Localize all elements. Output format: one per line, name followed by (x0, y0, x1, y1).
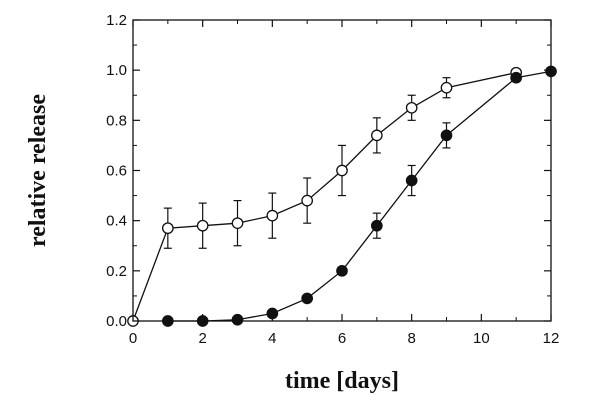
series-line (167, 70, 552, 322)
open-data-point (336, 164, 348, 177)
y-tick-label: 0.0 (106, 313, 127, 330)
filled-data-point (301, 292, 314, 305)
open-data-point (196, 219, 209, 232)
open-data-point (266, 209, 279, 222)
y-tick-label: 1.0 (106, 62, 127, 79)
filled-data-point (266, 307, 279, 320)
series-filled-circles (161, 65, 557, 327)
filled-data-point (510, 71, 523, 84)
filled-data-point (231, 313, 244, 326)
y-tick-label: 0.8 (106, 112, 127, 129)
open-data-point (231, 217, 244, 230)
x-axis-title: time [days] (285, 368, 399, 394)
y-tick-label: 0.4 (106, 213, 127, 230)
series-line (132, 72, 517, 322)
y-tick-label: 0.6 (106, 163, 127, 180)
x-tick-label: 8 (407, 330, 415, 347)
open-data-point (405, 101, 418, 114)
y-axis-title: relative release (25, 94, 51, 247)
filled-data-point (336, 264, 348, 277)
x-tick-label: 0 (129, 330, 137, 347)
series-open-circles (127, 66, 523, 327)
x-tick-label: 4 (268, 330, 276, 347)
open-data-point (161, 222, 174, 235)
plot-frame (132, 19, 552, 322)
x-tick-label: 12 (543, 330, 560, 347)
x-tick-label: 6 (338, 330, 346, 347)
y-tick-label: 0.2 (106, 263, 127, 280)
x-tick-label: 10 (473, 330, 490, 347)
open-data-point (440, 81, 453, 94)
filled-data-point (405, 174, 418, 187)
filled-data-point (370, 219, 383, 232)
filled-data-point (440, 129, 453, 142)
x-tick-label: 2 (198, 330, 206, 347)
y-tick-label: 1.2 (106, 12, 127, 29)
open-data-point (370, 129, 383, 142)
open-data-point (301, 194, 314, 207)
